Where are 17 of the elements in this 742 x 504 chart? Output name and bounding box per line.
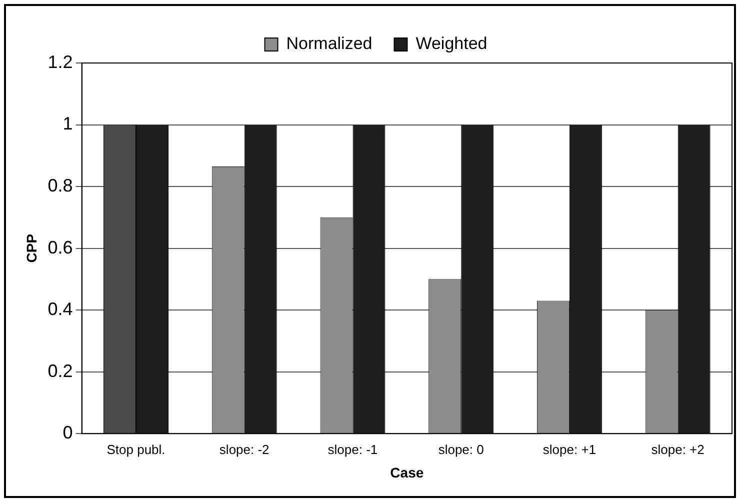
legend-label: Weighted xyxy=(416,34,488,54)
x-tick-label: slope: 0 xyxy=(438,442,484,457)
y-tick-label: 0.6 xyxy=(48,237,73,258)
legend-label: Normalized xyxy=(286,34,372,54)
y-tick-label: 1 xyxy=(62,114,73,134)
y-tick-label: 0 xyxy=(62,422,73,443)
y-tick-label: 0.2 xyxy=(48,360,73,381)
x-tick-label: slope: +2 xyxy=(651,442,704,457)
y-tick-label: 1.2 xyxy=(48,52,73,72)
x-tick-label: slope: -2 xyxy=(219,442,270,457)
x-tick-label: slope: +1 xyxy=(542,442,596,457)
x-tick-label: slope: -1 xyxy=(328,442,378,457)
x-axis-title: Case xyxy=(390,464,424,480)
y-axis-title: CPP xyxy=(23,234,40,263)
y-tick-label: 0.8 xyxy=(48,176,73,196)
y-tick-label: 0.4 xyxy=(48,299,73,320)
x-tick-label: Stop publ. xyxy=(106,442,166,457)
